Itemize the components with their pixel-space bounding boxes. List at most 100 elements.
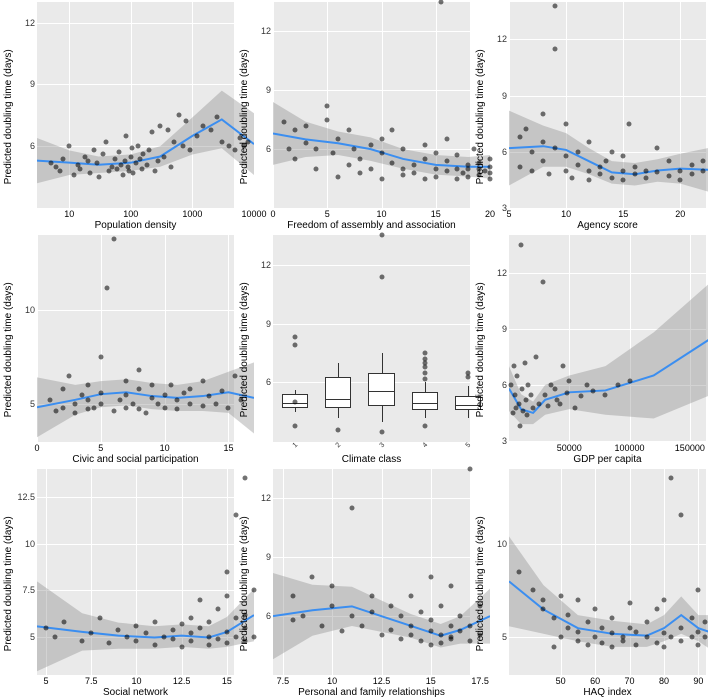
y-tick-label: 12 (261, 260, 271, 270)
x-tick-label: 12.5 (173, 676, 191, 686)
data-point (591, 388, 596, 393)
data-point (696, 588, 701, 593)
data-point (593, 607, 598, 612)
data-point (181, 390, 186, 395)
data-point (80, 638, 85, 643)
data-point (117, 398, 122, 403)
data-point (513, 392, 518, 397)
data-point (533, 355, 538, 360)
data-point (357, 170, 362, 175)
data-point (655, 146, 660, 151)
outlier-point (379, 274, 384, 279)
data-point (224, 629, 229, 634)
data-point (130, 146, 135, 151)
data-point (604, 159, 609, 164)
data-point (137, 407, 142, 412)
data-point (357, 156, 362, 161)
data-point (703, 635, 708, 640)
data-point (689, 635, 694, 640)
data-point (401, 172, 406, 177)
y-axis-label: Predicted doubling time (days) (238, 469, 251, 698)
plot-area: 10100100010000 (37, 2, 234, 208)
data-point (162, 154, 167, 159)
data-point (330, 151, 335, 156)
data-point (62, 620, 67, 625)
x-axis-ticks: 57.51012.515 (37, 676, 234, 686)
y-axis-ticks: 36912 (487, 235, 509, 464)
data-point (567, 379, 572, 384)
data-point (526, 383, 531, 388)
outlier-point (422, 351, 427, 356)
data-point (161, 635, 166, 640)
data-point (104, 140, 109, 145)
data-point (575, 638, 580, 643)
y-axis-ticks: 6912 (251, 469, 273, 698)
box (412, 392, 438, 410)
y-axis-label: Predicted doubling time (days) (474, 2, 487, 231)
data-point (61, 156, 66, 161)
data-point (418, 609, 423, 614)
data-point (401, 166, 406, 171)
data-point (565, 612, 570, 617)
data-point (139, 166, 144, 171)
data-point (541, 607, 546, 612)
data-point (179, 622, 184, 627)
data-point (438, 603, 443, 608)
data-point (149, 396, 154, 401)
data-point (200, 403, 205, 408)
data-point (543, 392, 548, 397)
x-tick-label: 15 (223, 443, 233, 453)
data-point (227, 144, 232, 149)
x-tick-label: 1000 (182, 209, 202, 219)
data-point (156, 401, 161, 406)
data-point (701, 168, 706, 173)
data-point (346, 127, 351, 132)
data-point (644, 620, 649, 625)
x-tick-label: 10 (327, 676, 337, 686)
data-point (292, 156, 297, 161)
data-point (422, 156, 427, 161)
y-tick-label: 6 (502, 147, 507, 157)
data-point (564, 390, 569, 395)
x-tick-label: 0 (270, 209, 275, 219)
data-point (124, 405, 129, 410)
data-point (152, 642, 157, 647)
y-tick-label: 12 (25, 18, 35, 28)
data-point (206, 642, 211, 647)
data-point (541, 597, 546, 602)
data-point (603, 392, 608, 397)
data-point (105, 285, 110, 290)
data-point (696, 629, 701, 634)
data-point (552, 146, 557, 151)
data-point (57, 168, 62, 173)
data-point (668, 476, 673, 481)
y-tick-label: 10 (25, 305, 35, 315)
data-point (509, 383, 514, 388)
data-point (575, 597, 580, 602)
x-axis-ticks: 05101520 (273, 209, 470, 219)
data-point (292, 127, 297, 132)
x-tick-label: 12.5 (373, 676, 391, 686)
data-point (121, 173, 126, 178)
data-point (632, 172, 637, 177)
data-point (134, 623, 139, 628)
y-tick-label: 6 (266, 144, 271, 154)
smooth-layer (509, 469, 708, 675)
y-axis-label: Predicted doubling time (days) (238, 235, 251, 464)
data-point (399, 613, 404, 618)
data-point (696, 642, 701, 647)
data-point (314, 166, 319, 171)
x-axis-ticks: 7.51012.51517.5 (273, 676, 470, 686)
data-point (679, 638, 684, 643)
data-point (60, 386, 65, 391)
data-point (67, 144, 72, 149)
data-point (593, 635, 598, 640)
y-axis-ticks: 6912 (15, 2, 37, 231)
plot-area: 05101520 (273, 2, 470, 208)
data-point (107, 640, 112, 645)
data-point (438, 641, 443, 646)
data-point (586, 177, 591, 182)
data-point (666, 159, 671, 164)
data-point (520, 386, 525, 391)
x-tick-label: 90 (693, 676, 703, 686)
